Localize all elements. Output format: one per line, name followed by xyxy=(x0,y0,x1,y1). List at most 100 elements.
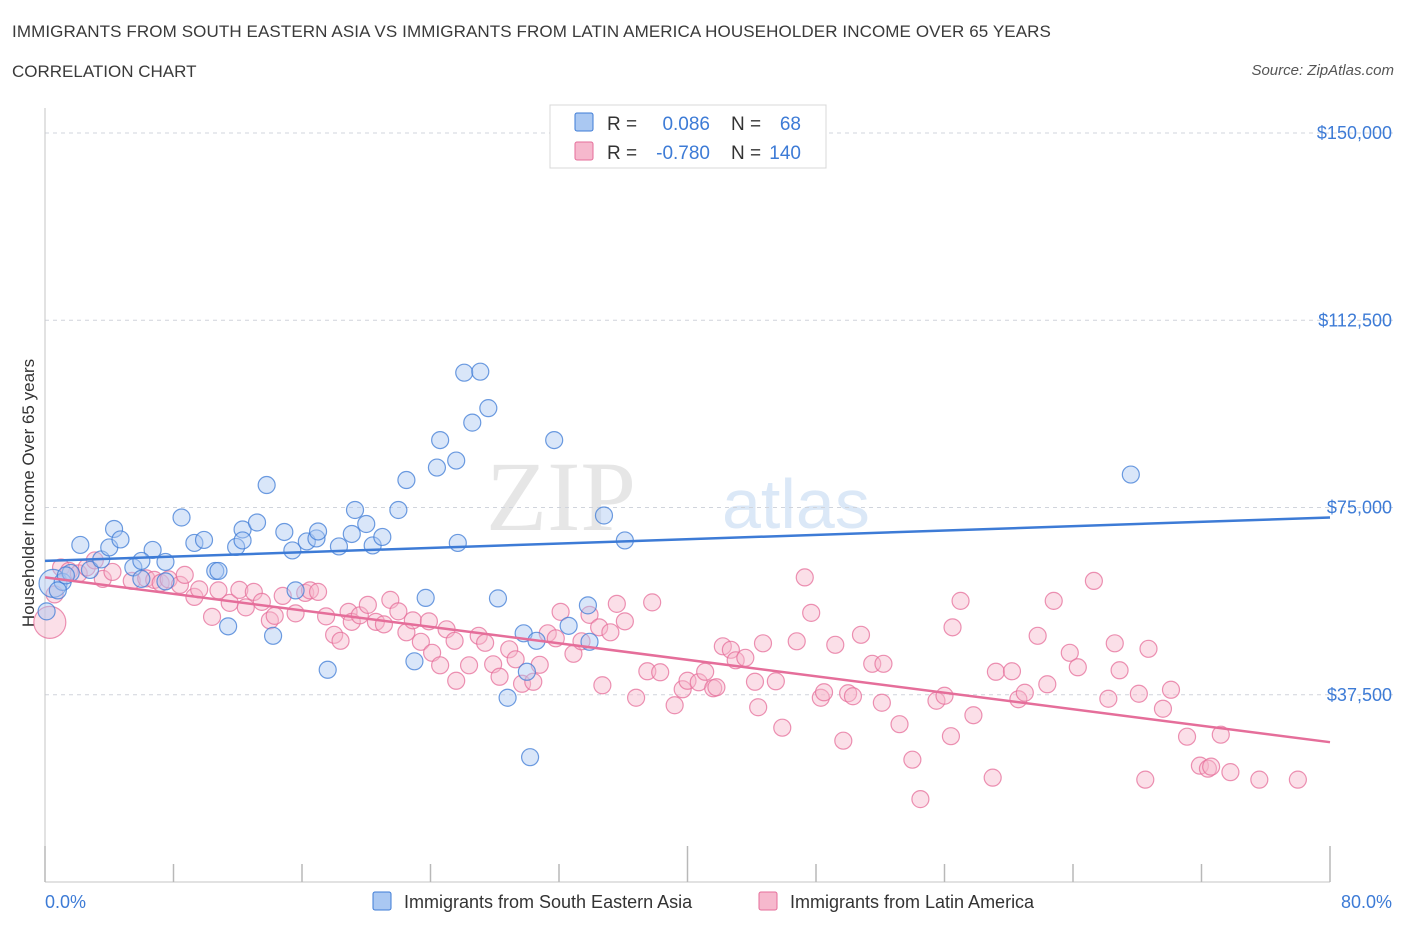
latam-point xyxy=(903,750,922,769)
sea-point xyxy=(405,652,424,671)
latam-point xyxy=(935,686,954,705)
latam-point xyxy=(766,672,785,691)
sea-point xyxy=(257,475,276,495)
sea-point xyxy=(471,362,490,381)
sea-point xyxy=(594,506,614,525)
sea-point xyxy=(308,522,328,541)
sea-point xyxy=(416,588,435,607)
latam-point xyxy=(1068,658,1087,677)
sea-point xyxy=(448,533,467,553)
latam-point xyxy=(389,602,408,621)
stats-legend-box xyxy=(549,104,827,169)
series-latin-america xyxy=(33,551,1307,809)
latam-point xyxy=(826,635,845,654)
latam-point xyxy=(308,582,328,601)
sea-point xyxy=(345,500,365,520)
legend-swatch-blue[interactable] xyxy=(372,891,392,911)
latam-point xyxy=(1038,675,1057,694)
latam-point xyxy=(1002,662,1022,681)
x-tick-labels: 0.0% 80.0% xyxy=(45,892,1392,912)
sea-point xyxy=(247,513,267,532)
sea-point xyxy=(37,602,56,621)
sea-point xyxy=(559,616,578,635)
latam-point xyxy=(665,696,684,715)
latam-point xyxy=(445,631,464,650)
stats-n-value-blue: 68 xyxy=(780,114,801,135)
x-tick-label: 0.0% xyxy=(45,892,86,912)
bottom-legend: Immigrants from South Eastern Asia Immig… xyxy=(372,891,1035,912)
latam-point xyxy=(911,790,930,809)
latam-point xyxy=(590,618,609,637)
latam-point xyxy=(1129,684,1148,703)
sea-point xyxy=(286,581,305,600)
latam-point xyxy=(745,672,765,691)
latam-point xyxy=(872,693,891,712)
latam-point xyxy=(601,623,620,642)
latam-point xyxy=(175,565,194,585)
latam-point xyxy=(512,674,532,693)
sea-point xyxy=(578,596,598,615)
chart-title: IMMIGRANTS FROM SOUTH EASTERN ASIA VS IM… xyxy=(12,22,1051,41)
latam-point xyxy=(1105,634,1124,653)
sea-point xyxy=(517,662,536,681)
source-credit: Source: ZipAtlas.com xyxy=(1251,62,1394,79)
sea-point xyxy=(111,530,130,549)
sea-point xyxy=(275,522,294,542)
latam-trend-line xyxy=(44,576,1331,744)
latam-point xyxy=(1060,643,1079,662)
legend-swatch-pink[interactable] xyxy=(758,891,778,911)
stats-n-value-pink: 140 xyxy=(769,143,801,164)
latam-point xyxy=(843,687,863,706)
axes xyxy=(44,108,1331,883)
series-south-eastern-asia xyxy=(37,362,1140,767)
latam-point xyxy=(1211,725,1230,744)
sea-point xyxy=(156,572,175,591)
legend-label-pink[interactable]: Immigrants from Latin America xyxy=(790,892,1035,912)
latam-point xyxy=(986,662,1006,681)
latam-point xyxy=(358,595,377,614)
sea-point xyxy=(488,589,508,608)
latam-point xyxy=(1153,699,1173,718)
sea-point xyxy=(318,660,337,679)
latam-point xyxy=(943,618,962,637)
sea-point xyxy=(132,551,151,571)
latam-point xyxy=(524,672,543,691)
sea-point xyxy=(431,430,450,450)
sea-point xyxy=(132,569,151,589)
sea-point xyxy=(397,470,416,490)
latam-point xyxy=(626,688,646,707)
sea-point xyxy=(263,626,283,645)
sea-point xyxy=(498,688,517,707)
sea-point xyxy=(427,458,447,477)
sea-point xyxy=(209,561,228,581)
latam-point xyxy=(103,562,122,582)
latam-point xyxy=(749,698,768,717)
stats-swatch-blue xyxy=(574,112,594,132)
legend-label-blue[interactable]: Immigrants from South Eastern Asia xyxy=(404,892,693,912)
latam-point xyxy=(1202,757,1221,776)
sea-point xyxy=(389,500,408,520)
latam-point xyxy=(643,593,662,612)
latam-point xyxy=(721,640,740,659)
latam-point xyxy=(811,688,830,707)
latam-point xyxy=(802,603,821,622)
watermark-zip: ZIP xyxy=(486,441,636,552)
sea-point xyxy=(463,413,482,432)
latam-point xyxy=(651,663,670,682)
y-tick-label: $112,500 xyxy=(1318,310,1392,330)
sea-point xyxy=(194,530,214,550)
latam-point xyxy=(795,568,814,587)
latam-point xyxy=(1015,683,1034,702)
sea-point xyxy=(545,430,564,450)
sea-point xyxy=(80,560,100,580)
stats-legend: R = 0.086 N = 68 R = -0.780 N = 140 xyxy=(549,104,827,169)
stats-n-label-pink: N = xyxy=(731,143,761,164)
latam-point xyxy=(874,654,893,673)
latam-point xyxy=(1221,763,1240,782)
latam-point xyxy=(983,768,1002,787)
sea-point xyxy=(219,617,238,636)
sea-point xyxy=(447,451,466,470)
latam-point xyxy=(615,612,634,631)
latam-point xyxy=(673,680,692,699)
latam-point xyxy=(951,591,970,610)
